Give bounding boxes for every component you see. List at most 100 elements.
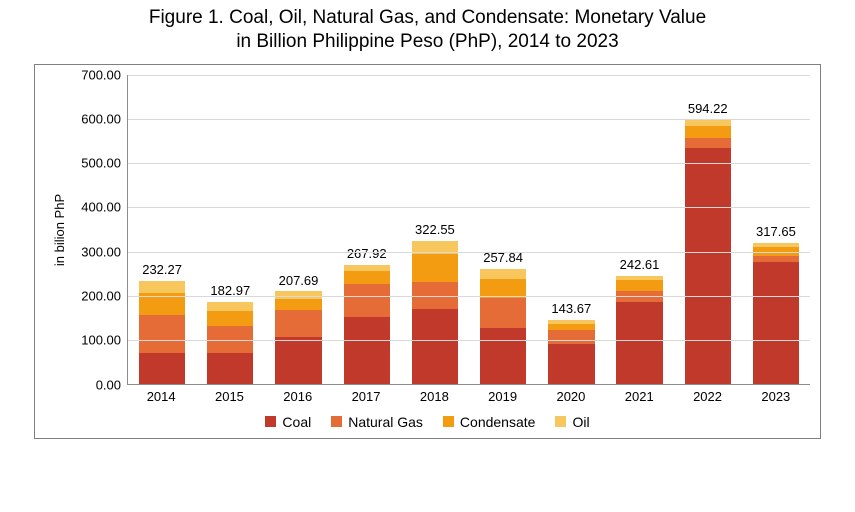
bar-slot: 207.69 (264, 75, 332, 384)
y-tick-label: 0.00 (96, 377, 121, 392)
plot-area: 232.27 182.97 207.69 267.92 322.55 257.84 143.… (127, 75, 810, 385)
legend-item-natural-gas: Natural Gas (331, 414, 423, 430)
x-tick-label: 2019 (468, 385, 536, 404)
bar-segment-natural-gas (139, 315, 185, 353)
bar-segment-coal (207, 353, 253, 383)
grid-line (128, 163, 810, 164)
title-line-1: Figure 1. Coal, Oil, Natural Gas, and Co… (149, 7, 706, 28)
bar-total-label: 242.61 (620, 257, 660, 272)
grid-line (128, 119, 810, 120)
legend: Coal Natural Gas Condensate Oil (45, 404, 810, 434)
y-tick-label: 100.00 (81, 333, 121, 348)
legend-item-coal: Coal (265, 414, 311, 430)
bar-segment-oil (480, 269, 526, 279)
bar-slot: 322.55 (401, 75, 469, 384)
y-tick-label: 700.00 (81, 67, 121, 82)
bar-stack (548, 320, 594, 384)
x-axis-labels: 2014201520162017201820192020202120222023 (127, 385, 810, 404)
grid-line (128, 252, 810, 253)
bar-total-label: 317.65 (756, 224, 796, 239)
bar-slot: 317.65 (742, 75, 810, 384)
y-tick-label: 600.00 (81, 111, 121, 126)
bar-segment-oil (344, 265, 390, 272)
bar-segment-coal (344, 317, 390, 383)
bar-segment-condensate (412, 254, 458, 281)
legend-label: Natural Gas (348, 414, 423, 430)
y-tick-label: 400.00 (81, 200, 121, 215)
bar-segment-natural-gas (480, 298, 526, 328)
chart-frame: in bilion PhP 0.00 100.00 200.00 300.00 400.… (34, 64, 821, 439)
x-tick-label: 2018 (400, 385, 468, 404)
x-tick-label: 2015 (195, 385, 263, 404)
bar-segment-natural-gas (344, 284, 390, 317)
legend-swatch-icon (265, 416, 276, 427)
bar-segment-condensate (616, 280, 662, 291)
legend-label: Coal (282, 414, 311, 430)
bar-segment-natural-gas (275, 310, 321, 337)
bar-segment-condensate (344, 271, 390, 283)
bar-stack (207, 302, 253, 383)
y-tick-label: 200.00 (81, 288, 121, 303)
legend-swatch-icon (443, 416, 454, 427)
bar-segment-oil (139, 281, 185, 293)
legend-item-oil: Oil (555, 414, 589, 430)
y-tick-label: 500.00 (81, 156, 121, 171)
grid-line (128, 296, 810, 297)
bar-segment-coal (412, 309, 458, 383)
bar-slot: 182.97 (196, 75, 264, 384)
bar-stack (412, 241, 458, 384)
grid-line (128, 340, 810, 341)
bar-slot: 242.61 (605, 75, 673, 384)
bar-total-label: 594.22 (688, 101, 728, 116)
bar-segment-natural-gas (685, 138, 731, 148)
bar-segment-coal (753, 262, 799, 384)
bar-stack (344, 265, 390, 384)
bar-total-label: 267.92 (347, 246, 387, 261)
title-line-2: in Billion Philippine Peso (PhP), 2014 t… (236, 31, 618, 52)
bar-stack (616, 276, 662, 384)
bar-segment-condensate (207, 311, 253, 326)
bar-group: 232.27 182.97 207.69 267.92 322.55 257.84 143.… (128, 75, 810, 384)
bar-segment-condensate (685, 126, 731, 138)
grid-line (128, 75, 810, 76)
bar-segment-condensate (275, 299, 321, 310)
y-axis-ticks: 0.00100.00200.00300.00400.00500.00600.00… (71, 75, 127, 385)
bar-segment-coal (480, 328, 526, 383)
bar-segment-coal (548, 344, 594, 384)
bar-segment-natural-gas (616, 291, 662, 302)
x-tick-label: 2017 (332, 385, 400, 404)
bar-total-label: 232.27 (142, 262, 182, 277)
x-tick-label: 2016 (264, 385, 332, 404)
bar-total-label: 207.69 (279, 273, 319, 288)
legend-swatch-icon (555, 416, 566, 427)
bar-segment-condensate (548, 324, 594, 331)
bar-slot: 257.84 (469, 75, 537, 384)
bar-total-label: 322.55 (415, 222, 455, 237)
bar-stack (753, 243, 799, 384)
x-tick-label: 2023 (742, 385, 810, 404)
legend-label: Oil (572, 414, 589, 430)
bar-total-label: 143.67 (551, 301, 591, 316)
x-tick-label: 2014 (127, 385, 195, 404)
figure-title: Figure 1. Coal, Oil, Natural Gas, and Co… (30, 6, 825, 54)
bar-slot: 267.92 (333, 75, 401, 384)
bar-segment-coal (685, 148, 731, 384)
bar-segment-coal (616, 302, 662, 383)
bar-stack (275, 291, 321, 383)
bar-segment-coal (275, 337, 321, 384)
bar-segment-natural-gas (548, 330, 594, 343)
grid-line (128, 207, 810, 208)
legend-item-condensate: Condensate (443, 414, 536, 430)
bar-slot: 232.27 (128, 75, 196, 384)
bar-segment-oil (207, 302, 253, 311)
bar-slot: 594.22 (674, 75, 742, 384)
legend-label: Condensate (460, 414, 536, 430)
y-tick-label: 300.00 (81, 244, 121, 259)
x-tick-label: 2020 (537, 385, 605, 404)
bar-segment-coal (139, 353, 185, 384)
bar-stack (480, 269, 526, 383)
x-tick-label: 2022 (673, 385, 741, 404)
bar-slot: 143.67 (537, 75, 605, 384)
y-axis-label: in bilion PhP (52, 193, 67, 265)
figure-container: Figure 1. Coal, Oil, Natural Gas, and Co… (0, 0, 855, 512)
